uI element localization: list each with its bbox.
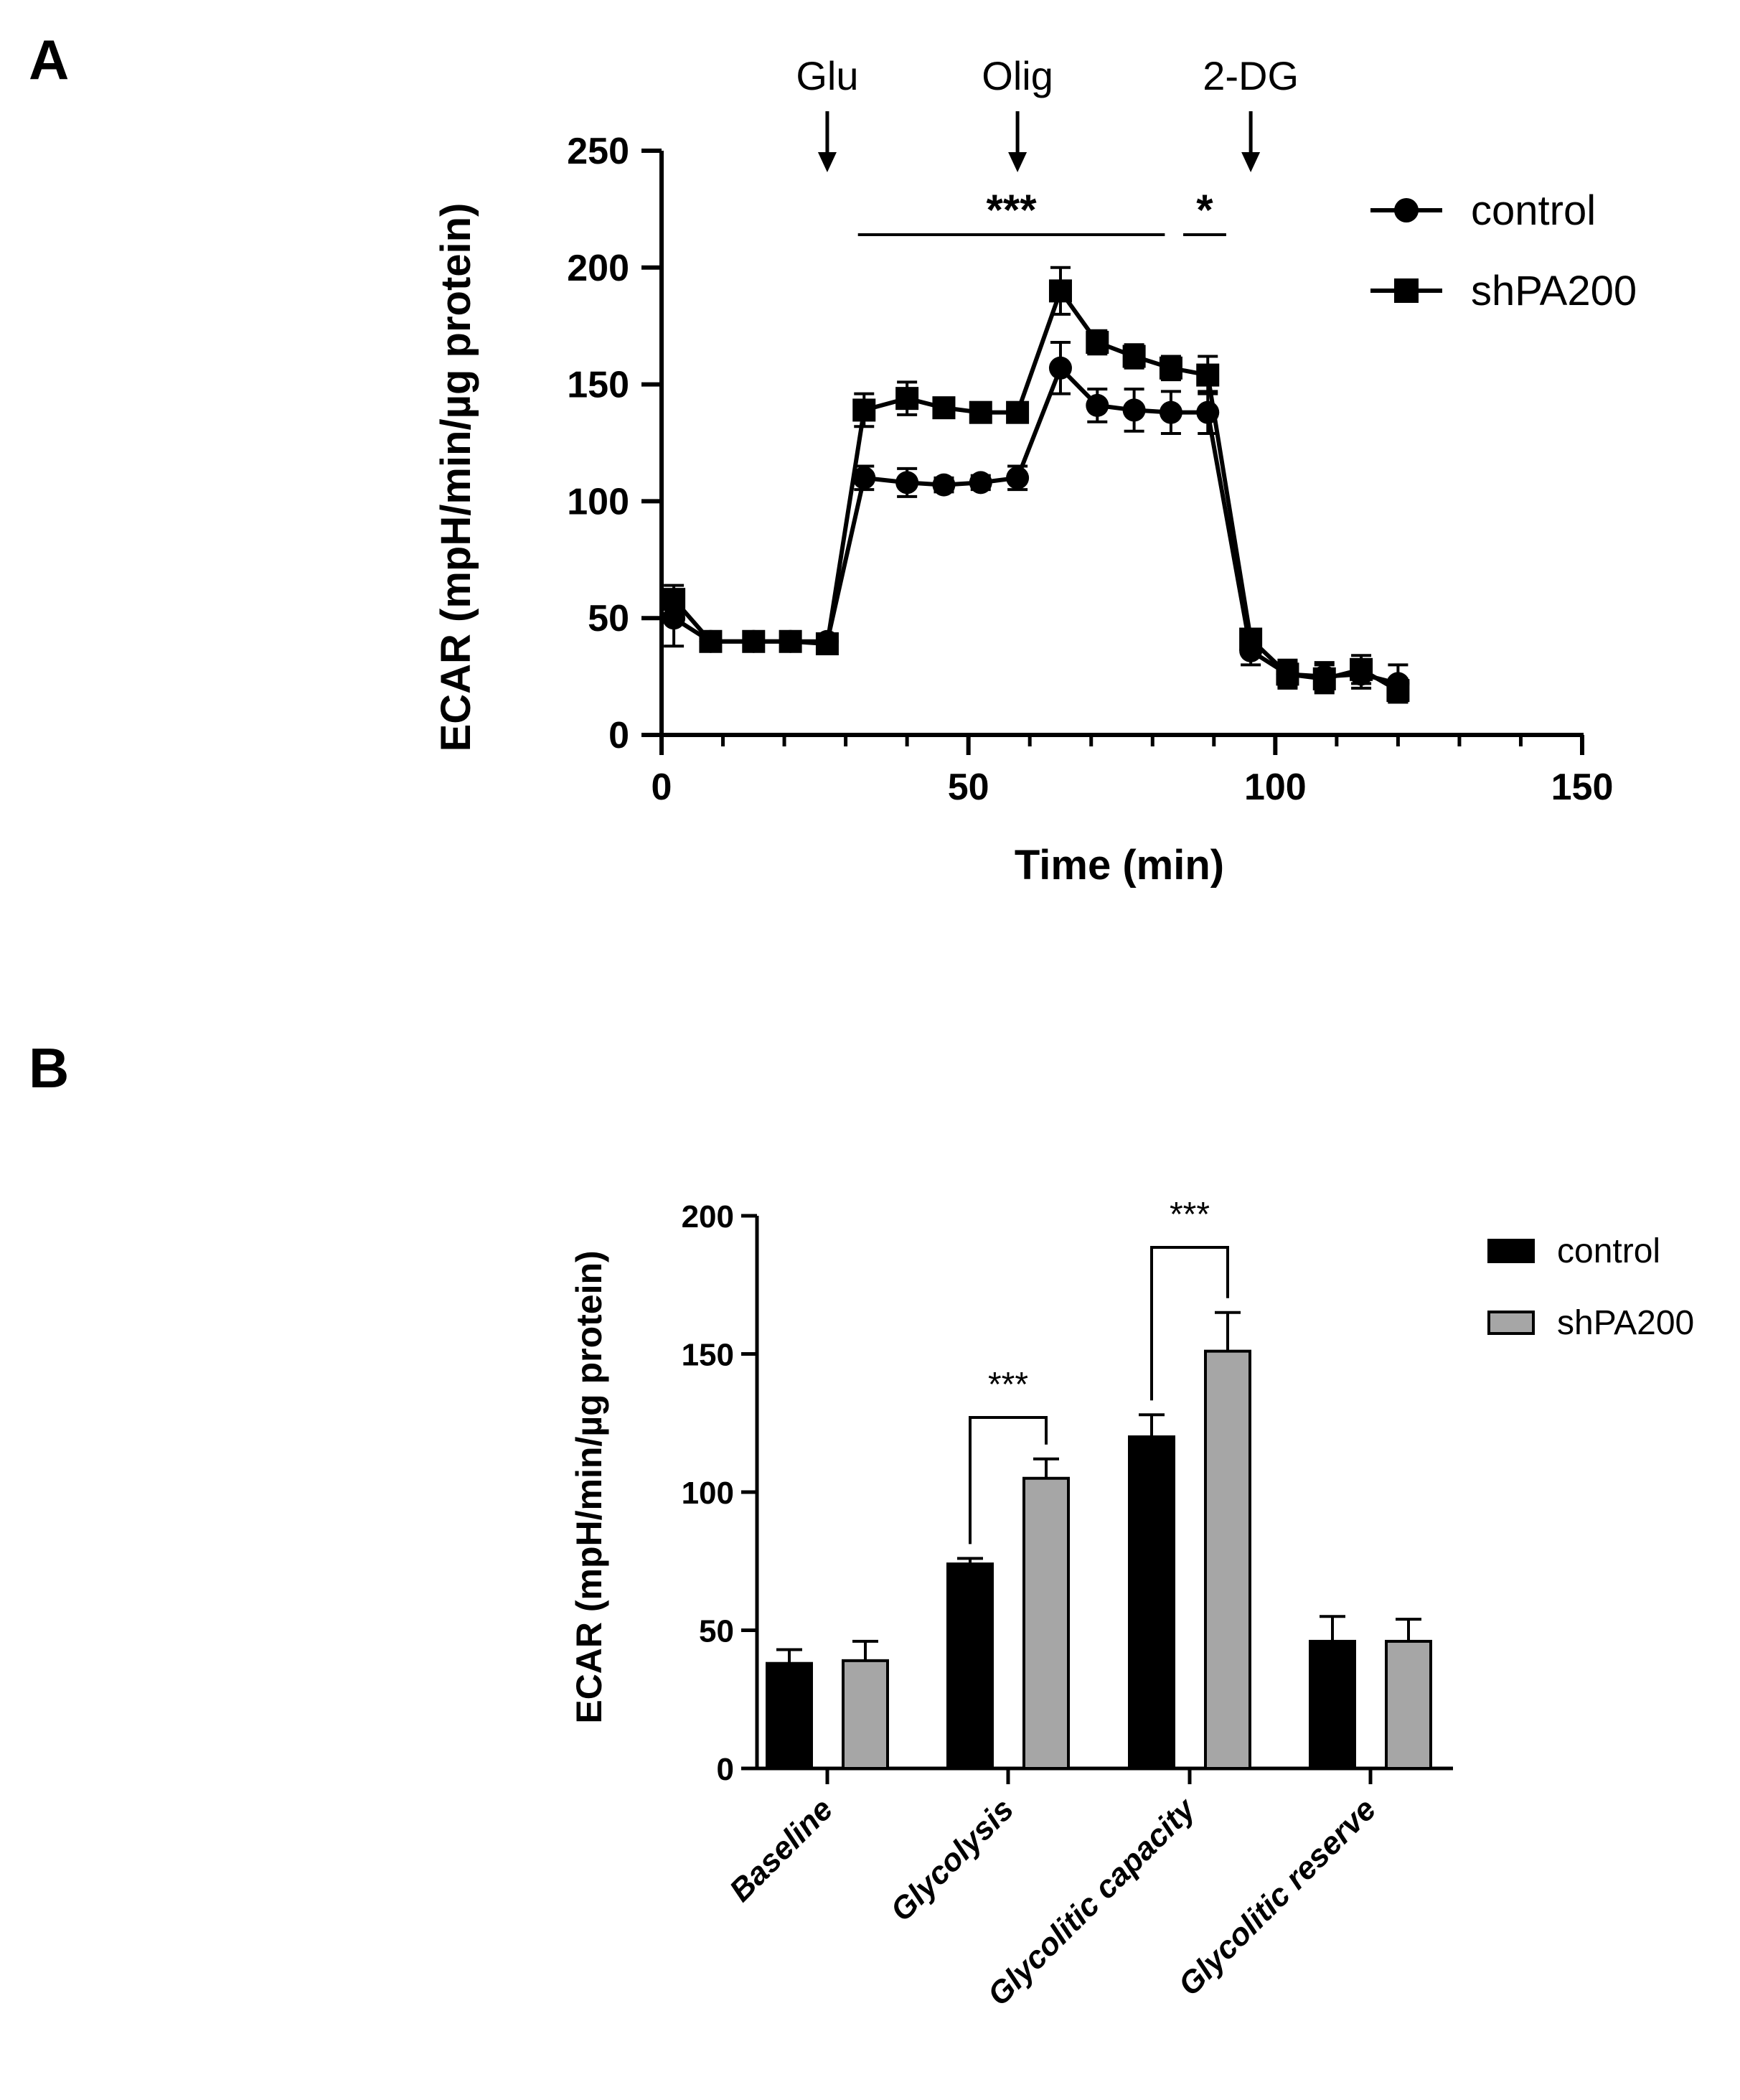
legend-b-shpa200-swatch [1487, 1311, 1535, 1335]
legend-b-shpa200-label: shPA200 [1557, 1304, 1694, 1342]
chart-a: 0 50 100 150 0 50 100 150 200 250 Time (min) ECAR… [433, 53, 1637, 889]
chart-b: 0 50 100 150 200 ECAR (mpH/min/µg protein) *… [569, 1196, 1694, 2012]
chart-b-y-tick-label: 0 [717, 1752, 734, 1787]
chart-a-significance: *** * [857, 186, 1226, 236]
chart-a-significance-label: * [1196, 186, 1213, 234]
chart-b-significance-bracket [969, 1416, 1048, 1544]
chart-b-category-label: Glycolitic reserve [1172, 1791, 1383, 2002]
chart-b-category-label: Glycolysis [884, 1791, 1020, 1928]
chart-a-injection-arrowhead [1008, 152, 1027, 172]
chart-a-legend: control shPA200 [1370, 187, 1637, 314]
chart-a-significance-label: *** [987, 186, 1038, 234]
series-shpa200-point [969, 400, 992, 424]
chart-a-y-tick-label: 250 [567, 131, 629, 172]
chart-b-y-tick-label: 50 [699, 1614, 734, 1649]
series-shpa200-point [1386, 679, 1410, 703]
series-shpa200-point [1086, 330, 1109, 354]
series-shpa200-point [932, 396, 956, 420]
panel-label-a: A [29, 28, 69, 91]
chart-a-x-tick-label: 150 [1551, 767, 1614, 808]
series-control-point [969, 471, 992, 494]
legend-b-control-label: control [1557, 1232, 1660, 1270]
series-shpa200-point [1122, 344, 1146, 368]
series-shpa200-point [1350, 657, 1373, 681]
chart-b-category-label: Baseline [723, 1791, 840, 1908]
chart-a-axes [659, 151, 1584, 737]
chart-a-injection-label: Olig [982, 53, 1053, 98]
chart-a-y-axis-label: ECAR (mpH/min/µg protein) [433, 203, 479, 752]
chart-a-injection-label: 2-DG [1203, 53, 1299, 98]
chart-b-significance: *** *** [969, 1196, 1229, 1544]
chart-b-category-label: Glycolitic capacity [981, 1791, 1203, 2013]
bar-shpa200 [1022, 1476, 1070, 1770]
chart-b-y-axis-label: ECAR (mpH/min/µg protein) [569, 1250, 609, 1723]
bar-control [1128, 1435, 1175, 1770]
series-shpa200-point [895, 387, 919, 411]
chart-a-y-tick-label: 50 [588, 598, 629, 639]
chart-b-y-tick-label: 150 [682, 1338, 734, 1373]
series-control-point [852, 466, 876, 489]
series-shpa200-point [1006, 400, 1030, 424]
series-shpa200-point [1276, 662, 1299, 686]
series-shpa200-point [742, 629, 766, 653]
bar-shpa200 [842, 1659, 889, 1771]
series-control-point [1006, 466, 1030, 489]
chart-b-significance-bracket [1150, 1246, 1229, 1401]
series-shpa200-point [662, 588, 686, 611]
chart-a-injection-label: Glu [796, 53, 858, 98]
series-shpa200-point [815, 632, 839, 656]
chart-a-injection-arrowhead [817, 152, 837, 172]
chart-a-injection-arrowhead [1241, 152, 1261, 172]
chart-a-y-tick-label: 200 [567, 248, 629, 289]
series-control-point [1048, 356, 1072, 380]
series-shpa200-point [1159, 356, 1182, 380]
series-shpa200-point [1196, 363, 1220, 387]
series-shpa200-point [779, 629, 802, 653]
legend-b-control-swatch [1487, 1239, 1535, 1263]
series-shpa200-point [852, 398, 876, 422]
chart-b-significance-label: *** [988, 1366, 1028, 1404]
series-shpa200-point [1048, 279, 1072, 303]
chart-a-x-tick-label: 0 [652, 767, 672, 808]
chart-a-y-tick-label: 100 [567, 481, 629, 522]
chart-a-y-tick-label: 0 [608, 715, 629, 756]
series-control-point [1122, 398, 1146, 422]
series-shpa200-point [1239, 627, 1263, 651]
legend-a-shpa200-marker [1394, 278, 1419, 303]
chart-a-x-axis-label: Time (min) [1015, 842, 1224, 889]
legend-a-control-marker [1394, 198, 1419, 222]
chart-b-y-tick-label: 200 [682, 1199, 734, 1234]
legend-a-shpa200-label: shPA200 [1471, 268, 1637, 314]
chart-a-ticks: 0 50 100 150 0 50 100 150 200 250 [567, 131, 1613, 808]
chart-b-legend: control shPA200 [1487, 1232, 1694, 1342]
series-control-point [1159, 400, 1182, 424]
chart-a-series [662, 266, 1410, 704]
bar-shpa200 [1204, 1349, 1251, 1770]
bar-shpa200 [1385, 1639, 1432, 1770]
chart-a-x-tick-label: 100 [1244, 767, 1307, 808]
chart-b-bars [766, 1311, 1432, 1771]
series-control-point [1086, 393, 1109, 417]
bar-control [946, 1562, 994, 1771]
chart-b-significance-label: *** [1170, 1196, 1210, 1234]
chart-a-y-tick-label: 150 [567, 365, 629, 406]
series-shpa200-point [1312, 667, 1336, 690]
bar-control [766, 1661, 813, 1770]
bar-control [1309, 1639, 1356, 1770]
legend-a-control-label: control [1471, 187, 1596, 234]
panel-label-b: B [29, 1036, 69, 1100]
series-control-point [932, 473, 956, 497]
chart-b-y-tick-label: 100 [682, 1476, 734, 1511]
series-control-point [895, 471, 919, 494]
chart-a-injection-markers: Glu Olig 2-DG [796, 53, 1299, 172]
chart-a-x-tick-label: 50 [948, 767, 989, 808]
series-shpa200-point [699, 629, 723, 653]
